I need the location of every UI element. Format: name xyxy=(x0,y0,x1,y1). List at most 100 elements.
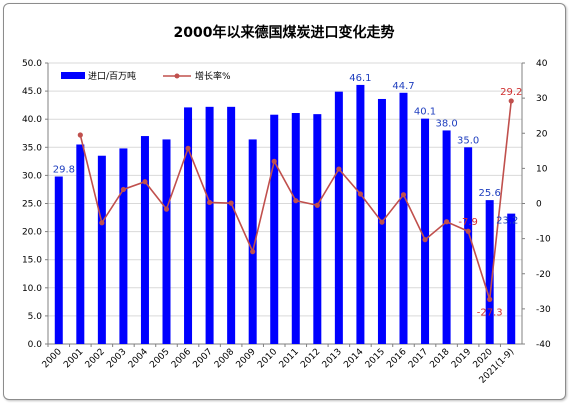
x-tick-label: 2001 xyxy=(62,347,85,370)
y-right-tick-label: 30 xyxy=(536,94,548,104)
y-left-tick-label: 0.0 xyxy=(28,340,43,350)
chart-title: 2000年以来德国煤炭进口变化走势 xyxy=(174,24,395,41)
y-left-tick-label: 30.0 xyxy=(22,171,42,181)
y-left-tick-label: 35.0 xyxy=(22,143,42,153)
x-tick-label: 2003 xyxy=(105,347,128,370)
x-tick-label: 2014 xyxy=(342,347,365,370)
bar xyxy=(97,155,106,344)
growth-point xyxy=(250,249,256,255)
growth-point xyxy=(422,237,428,243)
x-tick-label: 2004 xyxy=(127,347,150,370)
growth-point xyxy=(465,228,471,234)
legend-line-label: 增长率% xyxy=(195,70,231,82)
x-tick-label: 2002 xyxy=(84,347,107,370)
bar xyxy=(270,114,279,344)
bar xyxy=(313,114,322,344)
bar xyxy=(356,84,365,344)
bar xyxy=(464,147,473,344)
x-tick-label: 2006 xyxy=(170,347,193,370)
growth-point xyxy=(400,192,407,198)
x-tick-label: 2008 xyxy=(213,347,236,370)
legend-line-marker xyxy=(174,73,180,79)
y-right-tick-label: -10 xyxy=(536,235,551,245)
y-left-tick-label: 10.0 xyxy=(22,284,42,294)
x-tick-label: 2012 xyxy=(299,347,322,370)
x-tick-label: 2013 xyxy=(321,347,344,370)
bar-value-label: 38.0 xyxy=(435,118,457,129)
bar xyxy=(140,136,149,344)
y-right-tick-label: -30 xyxy=(536,305,551,315)
growth-value-label: -27.3 xyxy=(477,307,503,318)
bar xyxy=(227,106,236,344)
y-right-tick-label: 20 xyxy=(536,129,548,139)
legend: 进口/百万吨 增长率% xyxy=(61,70,231,82)
growth-value-label: 29.2 xyxy=(500,87,522,98)
x-tick-label: 2011 xyxy=(278,347,301,370)
y-right-tick-label: 40 xyxy=(536,59,548,69)
bar-value-label: 23.2 xyxy=(496,216,518,227)
data-labels: 29.8 46.1 44.7 40.138.035.0 25.6 23.2 -7.9 -27.… xyxy=(53,73,523,318)
bar xyxy=(399,92,408,344)
bar xyxy=(162,139,171,344)
grid-lines xyxy=(48,62,522,345)
growth-value-label: -7.9 xyxy=(458,217,478,228)
x-tick-label: 2005 xyxy=(148,347,171,370)
x-tick-label: 2009 xyxy=(235,347,258,370)
y-right-tick-label: -20 xyxy=(536,270,551,280)
growth-point xyxy=(77,132,83,138)
y-left-tick-label: 5.0 xyxy=(28,312,43,322)
bar xyxy=(334,91,343,344)
y-left-tick-label: 20.0 xyxy=(22,228,42,238)
y-right-tick-label: 10 xyxy=(536,164,548,174)
y-right-tick-label: -40 xyxy=(536,340,551,350)
growth-point xyxy=(293,198,299,204)
x-tick-label: 2019 xyxy=(450,347,473,370)
x-tick-label: 2016 xyxy=(385,347,408,370)
y-left-tick-label: 40.0 xyxy=(22,115,42,125)
growth-point xyxy=(120,186,127,193)
growth-point xyxy=(163,206,170,212)
growth-point xyxy=(357,191,364,197)
bar xyxy=(76,144,85,344)
legend-bar-label: 进口/百万吨 xyxy=(88,70,136,82)
x-tick-label: 2000 xyxy=(41,347,64,370)
growth-point xyxy=(508,98,514,104)
bar xyxy=(421,118,430,344)
bar-value-label: 44.7 xyxy=(392,81,414,92)
x-tick-label: 2015 xyxy=(364,347,387,370)
y-left-tick-label: 15.0 xyxy=(22,256,42,266)
growth-point xyxy=(487,296,493,302)
x-tick-label: 2018 xyxy=(428,347,451,370)
bar-value-label: 25.6 xyxy=(479,188,501,199)
growth-point xyxy=(185,145,191,151)
growth-point xyxy=(379,219,385,225)
x-tick-label: 2017 xyxy=(407,347,430,370)
bar-value-label: 35.0 xyxy=(457,135,479,146)
growth-point xyxy=(99,220,105,226)
bar xyxy=(248,139,257,344)
y-left-tick-label: 45.0 xyxy=(22,87,42,97)
bar xyxy=(119,148,128,344)
x-tick-label: 2010 xyxy=(256,347,279,370)
bar xyxy=(291,113,300,344)
growth-point xyxy=(443,219,450,225)
y-left-tick-label: 25.0 xyxy=(22,200,42,210)
y-left-tick-label: 50.0 xyxy=(22,59,42,69)
growth-point xyxy=(271,158,277,164)
y-right-tick-label: 0 xyxy=(536,200,542,210)
bar-value-label: 29.8 xyxy=(53,165,75,176)
growth-point xyxy=(314,202,320,208)
growth-point xyxy=(206,199,213,206)
bar xyxy=(184,107,193,344)
growth-point xyxy=(142,179,148,185)
bar xyxy=(205,106,214,344)
line-series xyxy=(77,98,514,302)
bar xyxy=(507,213,516,344)
bar-value-label: 46.1 xyxy=(349,73,371,84)
x-tick-label: 2007 xyxy=(191,347,214,370)
growth-point xyxy=(336,166,342,172)
axes xyxy=(45,62,525,347)
bar-value-label: 40.1 xyxy=(414,107,436,118)
bar xyxy=(442,130,451,344)
